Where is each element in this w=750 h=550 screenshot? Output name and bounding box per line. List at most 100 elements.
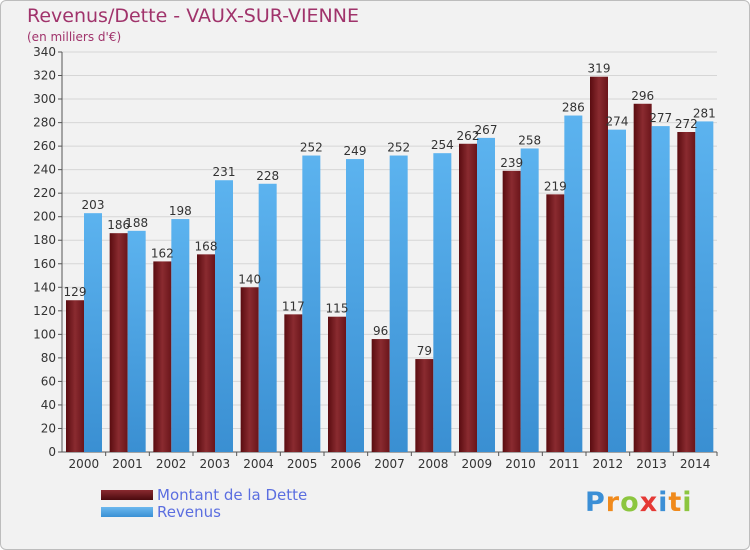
bar-revenus <box>127 230 146 452</box>
y-tick-label: 160 <box>33 257 56 271</box>
data-label: 267 <box>475 123 498 137</box>
bar-dette <box>633 103 652 452</box>
y-tick-label: 220 <box>33 186 56 200</box>
x-tick-label: 2012 <box>593 457 624 471</box>
legend-swatch-dette <box>101 489 153 500</box>
bar-revenus <box>84 213 102 452</box>
data-label: 281 <box>693 106 716 120</box>
proxiti-logo: Proxiti <box>585 487 693 518</box>
y-tick-label: 100 <box>33 327 56 341</box>
bar-revenus <box>477 137 495 452</box>
data-label: 231 <box>213 165 236 179</box>
y-tick-label: 320 <box>33 69 56 83</box>
y-tick-label: 80 <box>41 351 56 365</box>
bar-revenus <box>302 155 321 452</box>
y-tick-label: 0 <box>48 445 56 459</box>
bar-dette <box>240 287 259 452</box>
data-label: 168 <box>195 239 218 253</box>
legend: Montant de la Dette Revenus <box>101 485 308 521</box>
bar-dette <box>546 194 565 452</box>
bar-revenus <box>608 129 626 452</box>
data-label: 286 <box>562 101 585 115</box>
y-tick-label: 200 <box>33 210 56 224</box>
data-label: 219 <box>544 179 567 193</box>
data-label: 262 <box>457 129 480 143</box>
x-tick-label: 2009 <box>462 457 493 471</box>
bar-dette <box>459 143 477 452</box>
bar-dette <box>328 316 346 452</box>
x-tick-label: 2002 <box>156 457 187 471</box>
y-tick-label: 260 <box>33 139 56 153</box>
data-label: 203 <box>82 198 105 212</box>
bar-dette <box>109 233 128 452</box>
bar-revenus <box>520 148 539 452</box>
y-tick-label: 300 <box>33 92 56 106</box>
bar-revenus <box>346 159 364 452</box>
x-tick-label: 2008 <box>418 457 449 471</box>
chart-title: Revenus/Dette - VAUX-SUR-VIENNE <box>27 5 359 27</box>
x-tick-label: 2007 <box>374 457 405 471</box>
y-tick-label: 340 <box>33 45 56 59</box>
logo-letter: x <box>639 487 659 518</box>
chart-subtitle: (en milliers d'€) <box>27 30 122 44</box>
data-label: 252 <box>387 141 410 155</box>
data-label: 272 <box>675 117 698 131</box>
legend-label-dette: Montant de la Dette <box>157 485 308 504</box>
data-label: 188 <box>125 216 148 230</box>
legend-swatch-revenus <box>101 506 153 517</box>
bar-dette <box>502 170 521 452</box>
logo-letter: P <box>585 487 606 518</box>
data-label: 162 <box>151 246 174 260</box>
bar-dette <box>66 300 84 452</box>
logo-letter: o <box>620 487 640 518</box>
logo-letter: r <box>605 487 621 518</box>
data-label: 252 <box>300 141 323 155</box>
legend-label-revenus: Revenus <box>157 502 221 521</box>
x-tick-label: 2010 <box>505 457 536 471</box>
bar-dette <box>197 254 215 452</box>
bar-revenus <box>433 153 452 453</box>
bar-revenus <box>171 219 190 452</box>
data-label: 319 <box>588 62 611 76</box>
logo-letter: t <box>668 487 683 518</box>
data-label: 117 <box>282 299 305 313</box>
data-label: 228 <box>256 169 279 183</box>
data-label: 198 <box>169 204 192 218</box>
data-label: 239 <box>500 156 523 170</box>
x-tick-label: 2001 <box>112 457 143 471</box>
data-label: 254 <box>431 138 454 152</box>
bar-revenus <box>258 183 277 452</box>
data-label: 249 <box>344 144 367 158</box>
bar-dette <box>415 359 434 452</box>
y-tick-label: 140 <box>33 280 56 294</box>
y-tick-label: 60 <box>41 374 56 388</box>
y-tick-label: 40 <box>41 398 56 412</box>
data-label: 277 <box>649 111 672 125</box>
bar-dette <box>284 314 303 452</box>
x-tick-label: 2006 <box>331 457 362 471</box>
data-label: 274 <box>606 115 629 129</box>
bar-revenus <box>651 126 670 452</box>
x-tick-label: 2013 <box>636 457 667 471</box>
bar-dette <box>371 339 390 452</box>
x-tick-label: 2005 <box>287 457 318 471</box>
x-tick-label: 2000 <box>69 457 100 471</box>
x-tick-label: 2011 <box>549 457 580 471</box>
y-tick-label: 180 <box>33 233 56 247</box>
bar-revenus <box>389 155 408 452</box>
data-label: 296 <box>631 89 654 103</box>
bar-revenus <box>695 121 714 452</box>
logo-letter: i <box>658 487 669 518</box>
x-tick-label: 2003 <box>200 457 231 471</box>
logo-letter: i <box>682 487 693 518</box>
data-label: 79 <box>417 344 432 358</box>
y-tick-label: 280 <box>33 116 56 130</box>
y-tick-label: 20 <box>41 421 56 435</box>
bar-dette <box>153 261 172 452</box>
bar-revenus <box>564 115 583 452</box>
data-label: 96 <box>373 324 388 338</box>
bar-revenus <box>215 180 233 452</box>
data-label: 186 <box>107 218 130 232</box>
data-label: 140 <box>238 272 261 286</box>
